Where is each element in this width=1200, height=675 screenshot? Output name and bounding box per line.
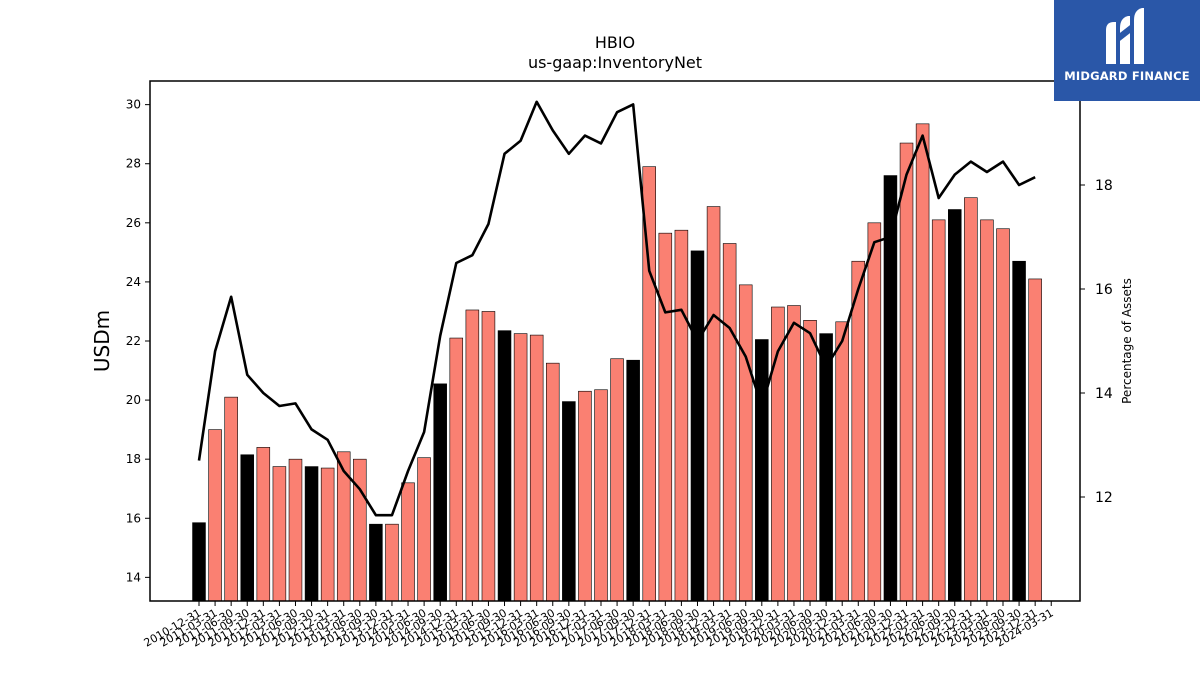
- bar: [755, 339, 769, 602]
- bar: [819, 333, 833, 602]
- bar: [562, 401, 576, 602]
- bar: [722, 243, 737, 602]
- bar: [353, 458, 367, 602]
- bar: [546, 362, 560, 602]
- chart-subtitle: us-gaap:InventoryNet: [528, 53, 702, 72]
- bar: [224, 396, 238, 602]
- bars-group: [192, 123, 1042, 602]
- y-axis-label: USDm: [90, 310, 114, 372]
- bar: [433, 383, 447, 602]
- bar: [240, 454, 254, 602]
- bar: [996, 228, 1010, 602]
- y-tick-label: 20: [126, 393, 141, 407]
- y2-tick-label: 18: [1095, 178, 1113, 194]
- bar: [304, 466, 319, 602]
- bar: [931, 219, 946, 602]
- bar: [417, 457, 431, 602]
- bar: [481, 311, 496, 602]
- y-tick-label: 16: [126, 511, 141, 525]
- bar: [594, 389, 608, 602]
- bar: [867, 222, 882, 602]
- y2-tick-label: 14: [1095, 386, 1113, 402]
- y2-tick-label: 12: [1095, 490, 1113, 506]
- bar: [1012, 260, 1026, 602]
- bar: [256, 447, 271, 602]
- bar: [578, 390, 592, 602]
- x-axis: 2010-12-312011-03-312011-06-302011-09-30…: [142, 601, 1056, 650]
- y-tick-label: 28: [126, 157, 141, 171]
- bar: [272, 466, 287, 602]
- series-line: [197, 100, 1036, 517]
- bar: [369, 523, 383, 602]
- bar: [674, 229, 689, 602]
- bar: [803, 320, 817, 602]
- bar: [385, 523, 399, 602]
- line-group: [197, 100, 1036, 517]
- bar: [610, 358, 624, 602]
- midgard-logo-icon: [1106, 8, 1144, 64]
- bar: [529, 334, 544, 602]
- y-tick-label: 30: [126, 98, 141, 112]
- y-tick-label: 26: [126, 216, 141, 230]
- bar: [835, 321, 849, 602]
- y-axis-right: 12 14 16 18: [1080, 178, 1113, 506]
- y-tick-label: 18: [126, 452, 141, 466]
- bar: [690, 250, 705, 602]
- bar: [288, 458, 303, 602]
- y-axis-left: 14 16 18 20 22 24 26 28 30: [126, 98, 150, 584]
- midgard-finance-logo: MIDGARD FINANCE: [1054, 0, 1200, 101]
- y-tick-label: 22: [126, 334, 141, 348]
- y-tick-label: 24: [126, 275, 141, 289]
- bar: [980, 219, 994, 602]
- bar: [513, 333, 528, 602]
- bar: [497, 330, 512, 602]
- bar: [948, 209, 962, 602]
- logo-text: MIDGARD FINANCE: [1064, 69, 1190, 83]
- bar: [915, 123, 930, 602]
- bar: [626, 359, 640, 602]
- bar: [899, 142, 914, 602]
- bar: [449, 337, 464, 602]
- y2-tick-label: 16: [1095, 282, 1113, 298]
- bar: [706, 206, 721, 602]
- bar: [192, 522, 206, 602]
- bar: [208, 429, 222, 602]
- bar: [320, 467, 335, 602]
- bar: [465, 309, 480, 602]
- bar: [658, 232, 673, 602]
- chart-title: HBIO: [595, 33, 635, 52]
- bar: [401, 482, 415, 602]
- bar: [787, 305, 801, 602]
- bar: [738, 284, 753, 602]
- y2-axis-label: Percentage of Assets: [1120, 278, 1134, 404]
- bar: [964, 197, 978, 602]
- y-tick-label: 14: [126, 570, 141, 584]
- bar: [851, 260, 866, 602]
- bar: [1028, 278, 1042, 602]
